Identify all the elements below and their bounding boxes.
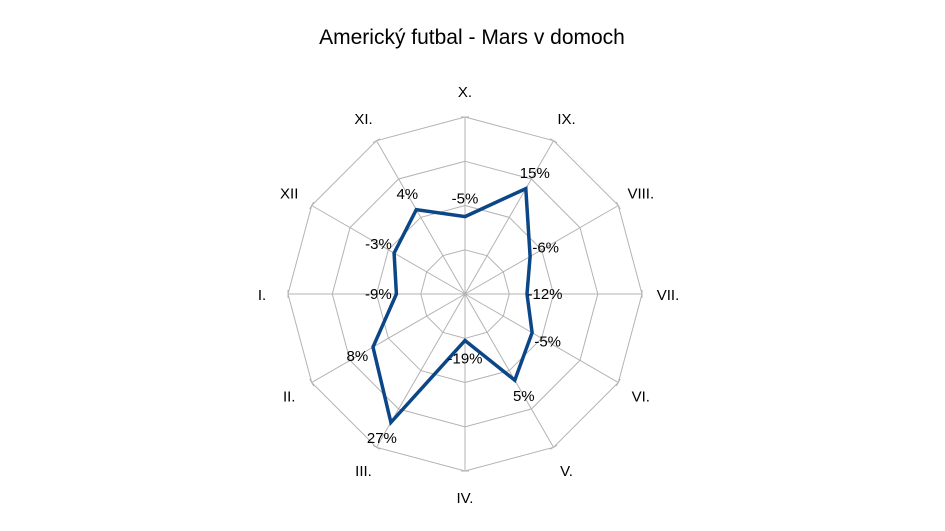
data-label: 8% bbox=[347, 348, 369, 365]
radar-series bbox=[371, 185, 534, 427]
data-label: -5% bbox=[452, 191, 479, 208]
axis-label-xi: XI. bbox=[354, 111, 372, 128]
data-point bbox=[414, 208, 418, 212]
axis-label-vii: VII. bbox=[657, 287, 680, 304]
data-label: -12% bbox=[527, 286, 562, 303]
data-label: 27% bbox=[367, 430, 397, 447]
data-point bbox=[394, 292, 398, 296]
grid-tick bbox=[615, 378, 621, 387]
grid-tick bbox=[549, 138, 558, 144]
axis-label-xii: XII bbox=[280, 186, 298, 203]
grid-tick bbox=[372, 444, 381, 450]
data-label: 5% bbox=[513, 388, 535, 405]
axis-label-x: X. bbox=[458, 84, 472, 101]
grid-spoke bbox=[311, 293, 466, 383]
data-point bbox=[389, 420, 393, 424]
grid-tick bbox=[309, 201, 315, 210]
data-label: -3% bbox=[365, 236, 392, 253]
series-line bbox=[371, 185, 534, 427]
grid-spoke bbox=[311, 205, 466, 295]
data-point bbox=[392, 251, 396, 255]
chart-title: Americký futbal - Mars v domoch bbox=[319, 26, 625, 49]
grid-spoke bbox=[464, 205, 619, 295]
axis-label-viii: VIII. bbox=[627, 186, 654, 203]
radar-grid bbox=[287, 116, 643, 472]
grid-tick bbox=[549, 444, 558, 450]
grid-tick bbox=[372, 138, 381, 144]
grid-spoke bbox=[464, 140, 554, 295]
data-point bbox=[513, 378, 517, 382]
grid-spoke bbox=[376, 140, 466, 295]
data-label: 4% bbox=[396, 186, 418, 203]
axis-label-iv: IV. bbox=[457, 490, 474, 507]
data-point bbox=[528, 254, 532, 258]
data-label: 15% bbox=[520, 165, 550, 182]
data-point bbox=[371, 345, 375, 349]
grid-spoke bbox=[464, 293, 619, 383]
axis-label-vi: VI. bbox=[632, 389, 650, 406]
grid-spoke bbox=[464, 293, 554, 448]
axis-label-ii: II. bbox=[283, 389, 296, 406]
axis-label-ix: IX. bbox=[557, 111, 575, 128]
data-label: -6% bbox=[532, 239, 559, 256]
data-point bbox=[463, 215, 467, 219]
radar-labels: X. IX. VIII. VII. VI. V. IV. III. II. I. XII XI. -5%… bbox=[258, 84, 679, 507]
axis-label-i: I. bbox=[258, 287, 266, 304]
grid-tick bbox=[309, 378, 315, 387]
data-point bbox=[524, 187, 528, 191]
data-label: -19% bbox=[447, 351, 482, 368]
axis-label-iii: III. bbox=[355, 463, 372, 480]
data-label: -9% bbox=[365, 286, 392, 303]
grid-tick bbox=[615, 201, 621, 210]
axis-label-v: V. bbox=[560, 463, 573, 480]
data-point bbox=[530, 331, 534, 335]
data-label: -5% bbox=[534, 334, 561, 351]
data-point bbox=[525, 292, 529, 296]
data-point bbox=[463, 339, 467, 342]
